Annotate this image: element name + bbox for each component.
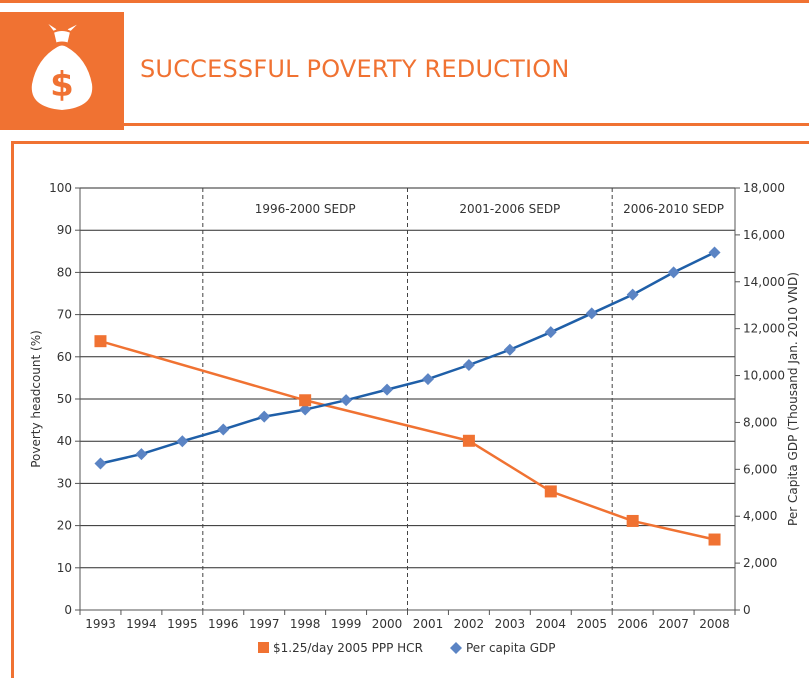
poverty-point	[708, 533, 721, 546]
gdp-point	[585, 307, 598, 320]
y-tick-label: 90	[57, 223, 72, 237]
header-banner: $ SUCCESSFUL POVERTY REDUCTION	[0, 0, 809, 130]
x-tick-label: 2000	[372, 617, 403, 631]
y2-tick-label: 6,000	[743, 462, 777, 476]
gdp-point	[381, 383, 394, 396]
y2-tick-label: 12,000	[743, 322, 785, 336]
y-tick-label: 20	[57, 519, 72, 533]
dollar-symbol: $	[50, 65, 74, 105]
x-tick-label: 1996	[208, 617, 239, 631]
x-tick-label: 2008	[699, 617, 730, 631]
gdp-point	[94, 457, 107, 470]
y2-tick-label: 0	[743, 603, 751, 617]
y-tick-label: 100	[49, 181, 72, 195]
x-tick-label: 1998	[290, 617, 321, 631]
x-tick-label: 1999	[331, 617, 362, 631]
period-label: 2006-2010 SEDP	[623, 202, 724, 216]
x-tick-label: 2004	[536, 617, 567, 631]
gdp-point	[299, 403, 312, 416]
y2-tick-label: 2,000	[743, 556, 777, 570]
x-tick-label: 2005	[576, 617, 607, 631]
gdp-point	[667, 266, 680, 279]
gdp-series-line	[100, 251, 716, 465]
gdp-point	[135, 448, 148, 461]
x-tick-label: 2007	[658, 617, 689, 631]
legend-swatch-gdp	[450, 642, 462, 654]
gdp-point	[503, 343, 516, 356]
x-tick-label: 1993	[85, 617, 116, 631]
y2-axis-title: Per Capita GDP (Thousand Jan. 2010 VND)	[786, 272, 800, 526]
y2-tick-label: 8,000	[743, 415, 777, 429]
y-axis-title: Poverty headcount (%)	[29, 330, 43, 468]
gdp-point	[708, 246, 721, 259]
x-tick-label: 1995	[167, 617, 198, 631]
y2-tick-label: 10,000	[743, 369, 785, 383]
page-title: SUCCESSFUL POVERTY REDUCTION	[140, 55, 570, 83]
gdp-point	[217, 423, 230, 436]
y2-tick-label: 18,000	[743, 181, 785, 195]
x-tick-label: 1997	[249, 617, 280, 631]
x-tick-label: 2002	[454, 617, 485, 631]
gdp-point	[462, 359, 475, 372]
chart-panel	[11, 141, 809, 678]
y-tick-label: 0	[64, 603, 72, 617]
y-tick-label: 80	[57, 265, 72, 279]
gdp-point	[421, 373, 434, 386]
icon-tile: $	[0, 12, 124, 130]
x-tick-label: 2001	[413, 617, 444, 631]
poverty-point	[544, 485, 557, 498]
y-tick-label: 50	[57, 392, 72, 406]
legend-label-gdp: Per capita GDP	[466, 641, 556, 655]
gdp-point	[544, 326, 557, 339]
poverty-series-line	[100, 339, 715, 541]
y-tick-label: 40	[57, 434, 72, 448]
gdp-point	[626, 288, 639, 301]
y2-tick-label: 16,000	[743, 228, 785, 242]
gdp-point	[258, 410, 271, 423]
gdp-point	[176, 435, 189, 448]
y2-tick-label: 4,000	[743, 509, 777, 523]
x-tick-label: 2003	[495, 617, 526, 631]
poverty-point	[94, 335, 107, 348]
legend-swatch-poverty	[258, 642, 269, 653]
money-bag-icon: $	[29, 19, 95, 112]
y-tick-label: 30	[57, 476, 72, 490]
y2-tick-label: 14,000	[743, 275, 785, 289]
y-tick-label: 10	[57, 561, 72, 575]
gdp-point	[340, 394, 353, 407]
poverty-point	[299, 394, 312, 407]
legend-label-poverty: $1.25/day 2005 PPP HCR	[273, 641, 423, 655]
y-tick-label: 60	[57, 350, 72, 364]
poverty-point	[626, 514, 639, 527]
x-tick-label: 2006	[617, 617, 648, 631]
period-label: 1996-2000 SEDP	[255, 202, 356, 216]
poverty-point	[462, 434, 475, 447]
x-tick-label: 1994	[126, 617, 157, 631]
period-label: 2001-2006 SEDP	[459, 202, 560, 216]
y-tick-label: 70	[57, 308, 72, 322]
